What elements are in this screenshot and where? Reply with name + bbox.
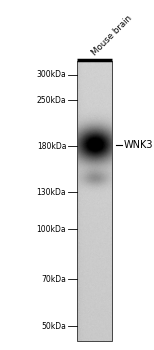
- Text: 50kDa: 50kDa: [41, 322, 66, 331]
- Text: WNK3: WNK3: [123, 140, 153, 150]
- Text: 130kDa: 130kDa: [37, 188, 66, 197]
- Text: 70kDa: 70kDa: [41, 275, 66, 284]
- Bar: [77, 61, 112, 341]
- Text: 250kDa: 250kDa: [37, 96, 66, 105]
- Text: 100kDa: 100kDa: [37, 225, 66, 233]
- Text: 180kDa: 180kDa: [37, 142, 66, 151]
- Text: 300kDa: 300kDa: [36, 70, 66, 79]
- Text: Mouse brain: Mouse brain: [90, 14, 134, 58]
